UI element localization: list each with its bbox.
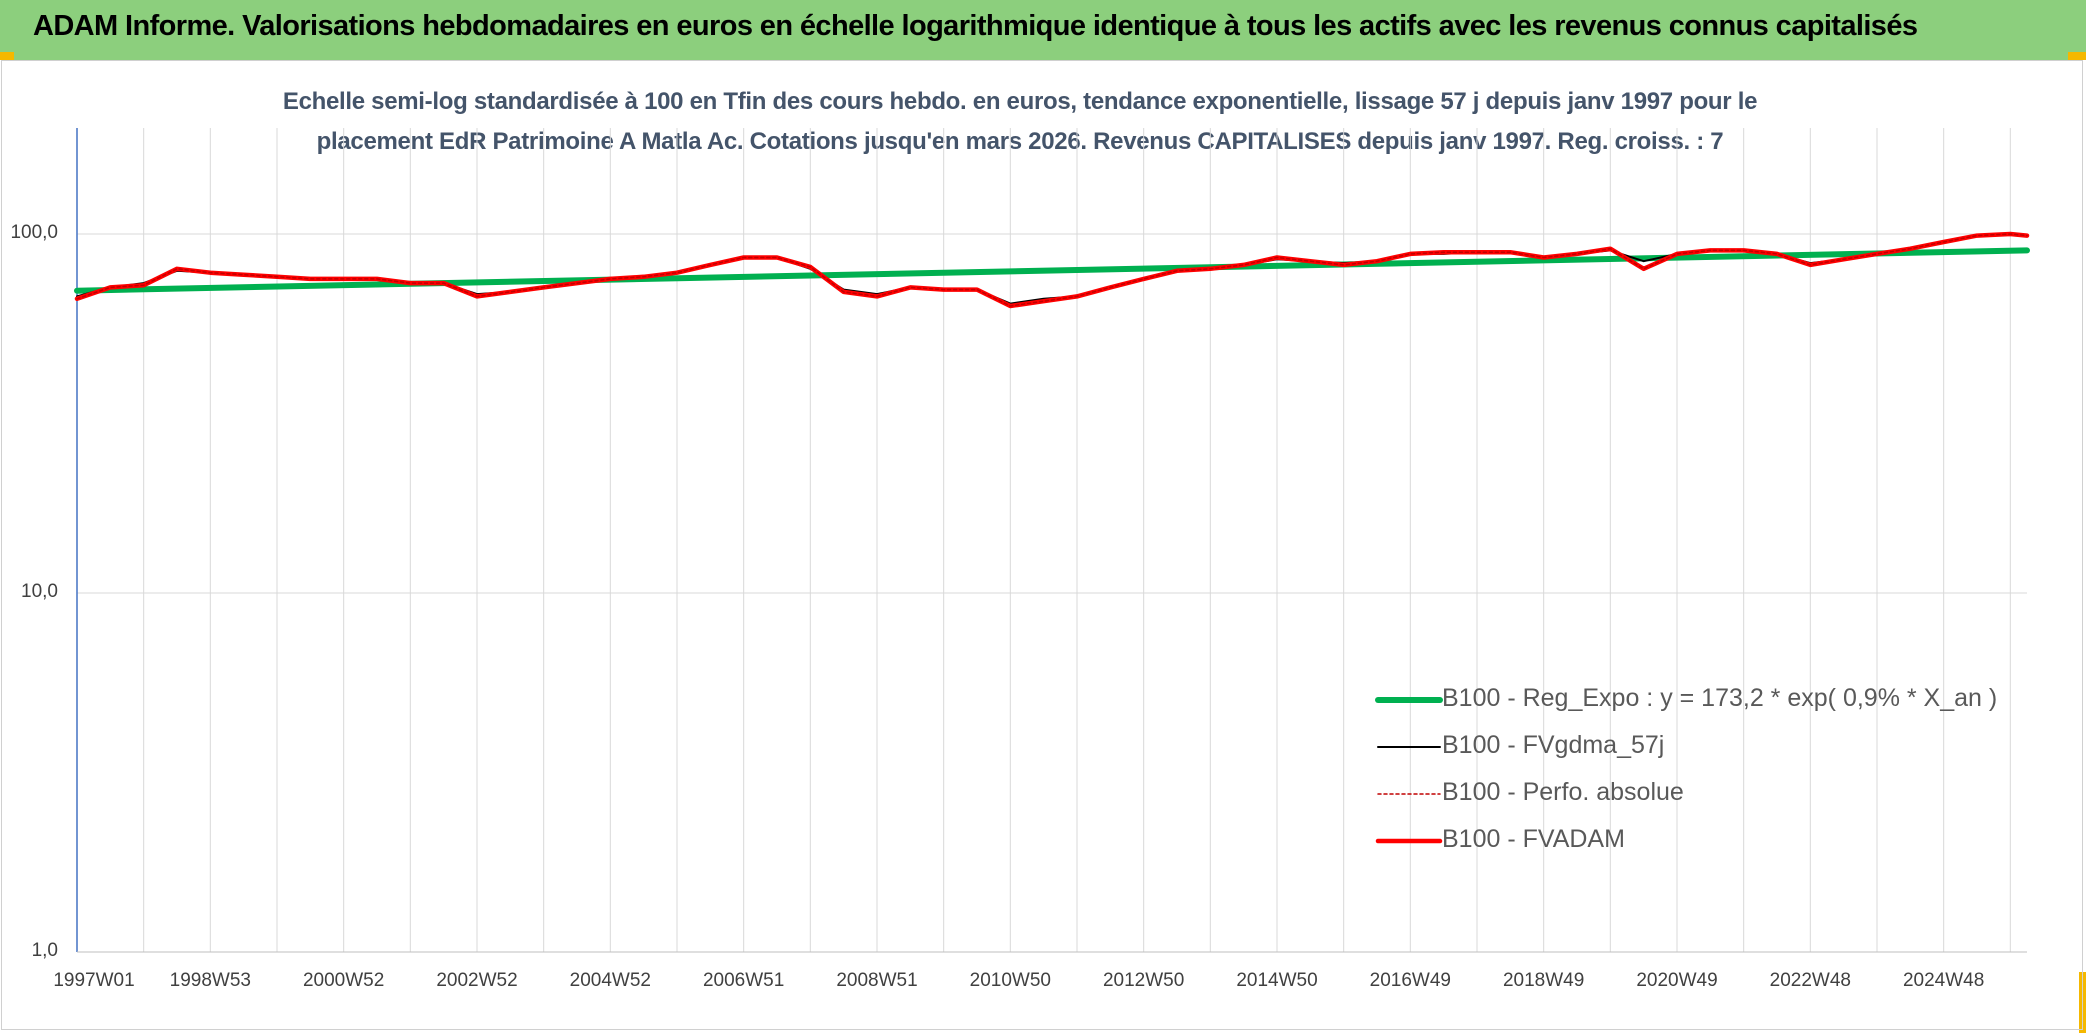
x-tick-label: 2020W49 bbox=[1636, 970, 1718, 991]
x-tick-label: 2006W51 bbox=[702, 970, 785, 991]
x-tick-label: 2010W50 bbox=[969, 970, 1051, 991]
x-tick-label: 2002W52 bbox=[436, 970, 518, 991]
x-tick-label: 1998W53 bbox=[169, 970, 251, 991]
report-title: ADAM Informe. Valorisations hebdomadaire… bbox=[33, 10, 1918, 42]
y-tick-label: 1,0 bbox=[31, 940, 58, 961]
x-tick-label: 2000W52 bbox=[302, 970, 385, 991]
x-tick-label: 2008W51 bbox=[836, 970, 918, 991]
legend-label-perf: B100 - Perfo. absolue bbox=[1442, 778, 1684, 806]
y-tick-label: 10,0 bbox=[21, 581, 58, 602]
x-tick-label: 2018W49 bbox=[1502, 970, 1585, 991]
legend-label-trend: B100 - Reg_Expo : y = 173,2 * exp( 0,9% … bbox=[1442, 684, 1998, 712]
series-line-trend bbox=[74, 247, 2030, 294]
chart-title-line-2: placement EdR Patrimoine A Matla Ac. Cot… bbox=[316, 128, 1724, 155]
series-line-perf bbox=[76, 233, 2028, 307]
x-tick-label: 2014W50 bbox=[1236, 970, 1318, 991]
x-tick-label: 2022W48 bbox=[1769, 970, 1851, 991]
chart-frame bbox=[1, 60, 2083, 1030]
x-tick-label: 2024W48 bbox=[1902, 970, 1985, 991]
y-tick-label: 100,0 bbox=[10, 222, 58, 243]
report-header: ADAM Informe. Valorisations hebdomadaire… bbox=[0, 0, 2086, 60]
chart-title-line-1: Echelle semi-log standardisée à 100 en T… bbox=[282, 88, 1758, 115]
x-tick-label: 2016W49 bbox=[1369, 970, 1451, 991]
corner-accent-top-left bbox=[0, 52, 14, 60]
x-tick-label: 1997W01 bbox=[53, 970, 135, 991]
legend-label-smooth: B100 - FVgdma_57j bbox=[1442, 731, 1665, 759]
legend-label-fvadam: B100 - FVADAM bbox=[1442, 825, 1625, 853]
corner-accent-top-right bbox=[2068, 52, 2086, 60]
x-tick-label: 2012W50 bbox=[1102, 970, 1185, 991]
x-tick-label: 2004W52 bbox=[569, 970, 651, 991]
